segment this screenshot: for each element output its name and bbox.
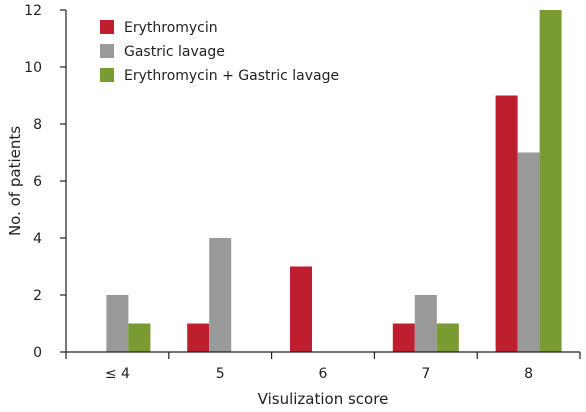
bar (209, 238, 232, 352)
bar (436, 323, 459, 352)
legend-label: Erythromycin + Gastric lavage (124, 68, 339, 84)
y-axis-label: No. of patients (6, 126, 24, 236)
x-tick-label: 5 (216, 366, 225, 382)
bar (106, 295, 129, 352)
x-tick-label: ≤ 4 (105, 366, 130, 382)
y-tick-label: 0 (33, 345, 42, 361)
x-tick-label: 8 (524, 366, 533, 382)
bars-group (106, 10, 562, 352)
bar (495, 95, 518, 352)
bar (128, 323, 151, 352)
y-ticks-group: 0 2 4 6 8 10 12 (24, 3, 66, 361)
bar (392, 323, 415, 352)
legend-label: Erythromycin (124, 20, 218, 36)
x-axis-label: Visulization score (258, 390, 389, 408)
y-tick-label: 8 (33, 117, 42, 133)
bar (517, 152, 540, 352)
x-ticks-group: ≤ 4 5 6 7 8 (65, 352, 581, 382)
bar (414, 295, 437, 352)
y-tick-label: 6 (33, 174, 42, 190)
y-tick-label: 4 (33, 231, 42, 247)
legend-swatch (100, 20, 114, 34)
y-tick-label: 12 (24, 3, 42, 19)
legend-swatch (100, 44, 114, 58)
legend-swatch (100, 68, 114, 82)
legend: Erythromycin Gastric lavage Erythromycin +… (100, 20, 339, 84)
bar (539, 10, 562, 352)
x-tick-label: 7 (421, 366, 430, 382)
bar (290, 266, 312, 352)
x-tick-label: 6 (319, 366, 328, 382)
bar (187, 323, 210, 352)
y-tick-label: 10 (24, 60, 42, 76)
legend-label: Gastric lavage (124, 44, 225, 60)
y-tick-label: 2 (33, 288, 42, 304)
